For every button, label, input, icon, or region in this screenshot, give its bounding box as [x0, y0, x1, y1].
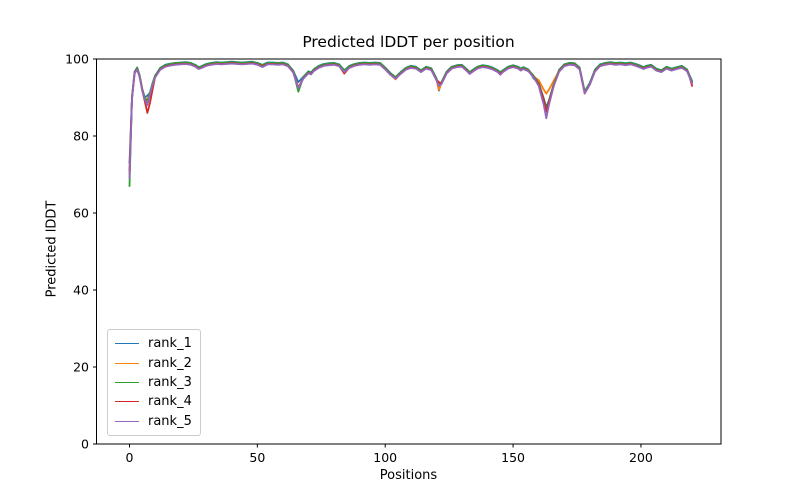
legend-line-rank_1	[115, 343, 139, 345]
x-tick-label: 150	[501, 450, 525, 465]
legend: rank_1 rank_2 rank_3 rank_4 rank_5	[107, 329, 201, 436]
legend-label-rank_1: rank_1	[148, 336, 192, 352]
chart-title: Predicted lDDT per position	[302, 33, 515, 51]
legend-label-rank_5: rank_5	[148, 413, 192, 429]
x-tick-label: 50	[249, 450, 265, 465]
x-tick-label: 0	[126, 450, 134, 465]
x-axis-label: Positions	[379, 468, 438, 483]
legend-label-rank_4: rank_4	[148, 394, 192, 410]
legend-line-rank_4	[115, 401, 139, 403]
y-tick-label: 80	[73, 129, 89, 144]
legend-item-rank_3: rank_3	[115, 373, 200, 392]
legend-item-rank_1: rank_1	[115, 334, 200, 353]
legend-line-rank_3	[115, 381, 139, 383]
y-tick-label: 100	[65, 52, 89, 67]
y-tick-label: 0	[81, 437, 89, 452]
y-tick-label: 40	[73, 283, 89, 298]
x-tick-label: 200	[629, 450, 653, 465]
y-tick-label: 60	[73, 206, 89, 221]
y-axis-label: Predicted lDDT	[44, 200, 60, 298]
legend-item-rank_5: rank_5	[115, 412, 200, 431]
legend-item-rank_4: rank_4	[115, 392, 200, 411]
x-tick-label: 100	[373, 450, 397, 465]
legend-label-rank_3: rank_3	[148, 374, 192, 390]
series-line-rank_5	[128, 62, 693, 180]
legend-line-rank_2	[115, 362, 139, 364]
legend-line-rank_5	[115, 420, 139, 422]
legend-label-rank_2: rank_2	[148, 355, 192, 371]
legend-item-rank_2: rank_2	[115, 354, 200, 373]
y-tick-label: 20	[73, 360, 89, 375]
